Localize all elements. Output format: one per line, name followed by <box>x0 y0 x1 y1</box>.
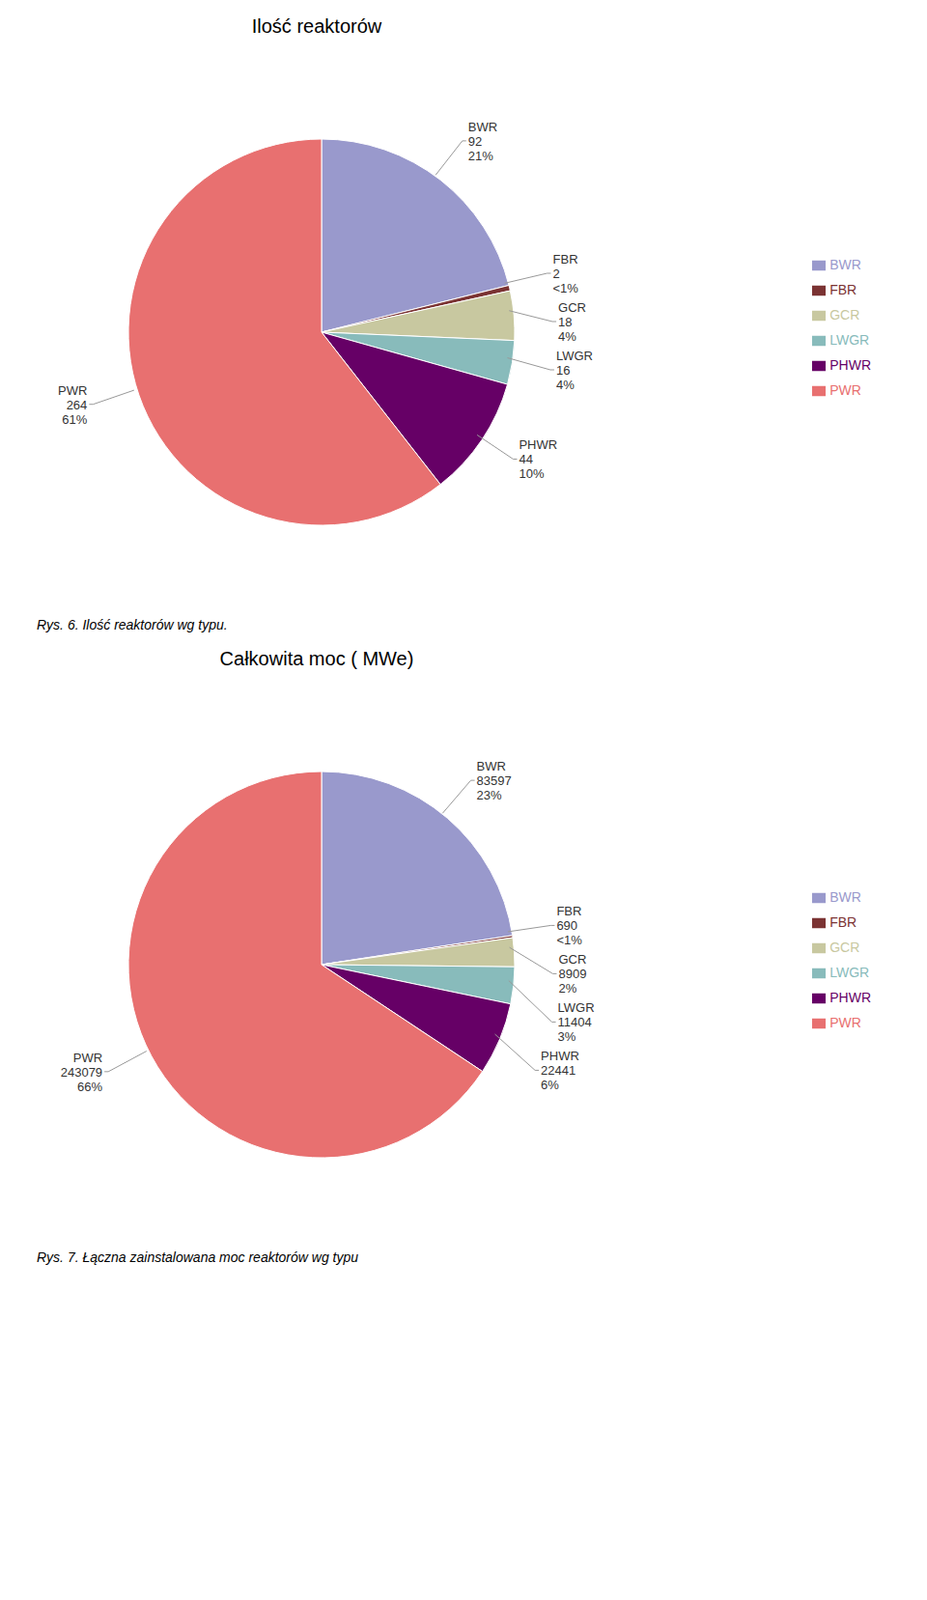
svg-text:PWR26461%: PWR26461% <box>57 382 88 426</box>
html-text:PWR: PWR <box>829 382 862 398</box>
html-text:PHWR: PHWR <box>829 989 871 1006</box>
svg-text:BWR9221%: BWR9221% <box>468 118 498 163</box>
svg-text:PWR24307966%: PWR24307966% <box>60 1049 104 1094</box>
html-text:GCR: GCR <box>829 307 860 323</box>
html-text:Rys. 6. Ilość reaktorów wg typ: Rys. 6. Ilość reaktorów wg typu. <box>36 617 228 633</box>
svg-text:GCR89092%: GCR89092% <box>558 952 587 996</box>
html-text:PHWR: PHWR <box>829 357 871 373</box>
html-text:GCR: GCR <box>829 939 860 956</box>
html-text:BWR: BWR <box>829 889 862 905</box>
svg-text:GCR184%: GCR184% <box>558 300 587 344</box>
svg-text:LWGR164%: LWGR164% <box>556 348 593 393</box>
html-text:PWR: PWR <box>829 1014 862 1031</box>
html-text:Rys. 7. Łączna zainstalowana m: Rys. 7. Łączna zainstalowana moc reaktor… <box>36 1249 359 1265</box>
svg-text:BWR8359723%: BWR8359723% <box>477 758 512 803</box>
svg-text:PHWR4410%: PHWR4410% <box>518 437 558 481</box>
html-text:LWGR: LWGR <box>829 332 870 348</box>
html-text:Całkowita moc ( MWe): Całkowita moc ( MWe) <box>219 647 414 670</box>
svg-text:LWGR114043%: LWGR114043% <box>558 1000 595 1044</box>
svg-text:FBR690<1%: FBR690<1% <box>556 903 583 948</box>
html-text:Ilość reaktorów: Ilość reaktorów <box>251 15 382 37</box>
html-text:BWR: BWR <box>829 256 862 273</box>
html-text:LWGR: LWGR <box>829 964 870 981</box>
html-text:FBR: FBR <box>829 281 857 298</box>
svg-text:FBR2<1%: FBR2<1% <box>553 252 580 296</box>
html-text:FBR: FBR <box>829 914 857 930</box>
svg-text:PHWR224416%: PHWR224416% <box>540 1048 580 1093</box>
